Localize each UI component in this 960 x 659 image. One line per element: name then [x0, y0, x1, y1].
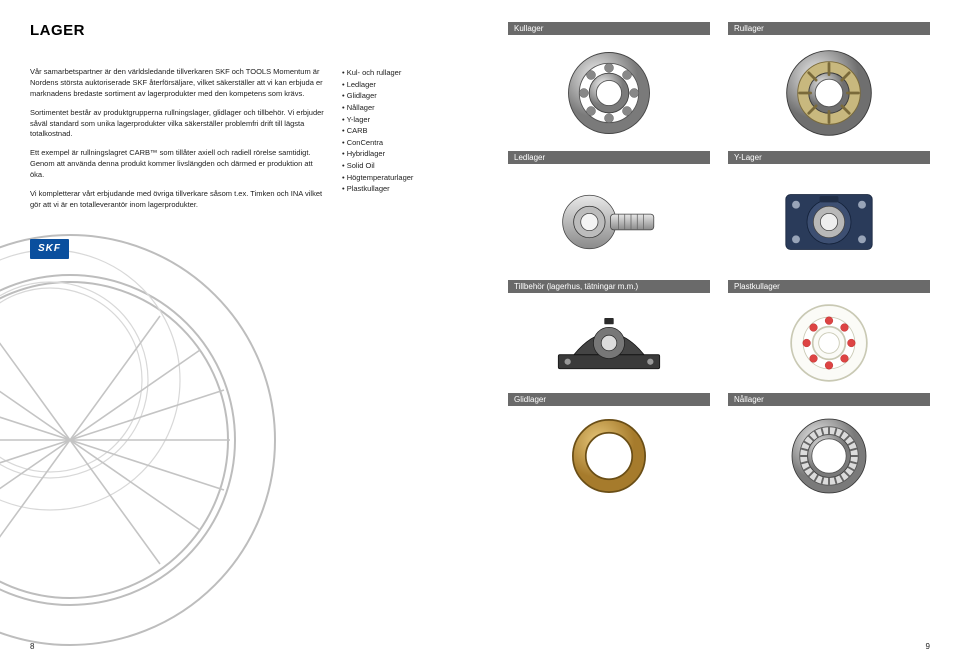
- product-image-plastkullager: [728, 297, 930, 389]
- product-label-ledlager: Ledlager: [508, 151, 710, 164]
- product-label-plastkullager: Plastkullager: [728, 280, 930, 293]
- bullet-item: Ledlager: [342, 79, 452, 91]
- paragraph-1: Vår samarbetspartner är den världsledand…: [30, 67, 324, 100]
- bullet-item: Högtemperaturlager: [342, 172, 452, 184]
- product-label-ylager: Y-Lager: [728, 151, 930, 164]
- product-image-tillbehor: [508, 297, 710, 389]
- paragraph-2: Sortimentet består av produktgrupperna r…: [30, 108, 324, 141]
- page-title: LAGER: [30, 22, 452, 39]
- product-image-ylager: [728, 168, 930, 276]
- bullet-list: Kul- och rullager Ledlager Glidlager Nål…: [342, 67, 452, 259]
- paragraph-3: Ett exempel är rullningslagret CARB™ som…: [30, 148, 324, 181]
- skf-logo: SKF: [30, 239, 69, 260]
- bullet-item: ConCentra: [342, 137, 452, 149]
- bullet-item: Hybridlager: [342, 148, 452, 160]
- product-label-kullager: Kullager: [508, 22, 710, 35]
- bullet-item: Solid Oil: [342, 160, 452, 172]
- bullet-item: CARB: [342, 125, 452, 137]
- bullet-item: Y-lager: [342, 114, 452, 126]
- product-image-nallager: [728, 410, 930, 502]
- product-label-tillbehor: Tillbehör (lagerhus, tätningar m.m.): [508, 280, 710, 293]
- product-image-rullager: [728, 39, 930, 147]
- product-image-glidlager: [508, 410, 710, 502]
- page-number-right: 9: [926, 642, 930, 651]
- bullet-item: Glidlager: [342, 90, 452, 102]
- bullet-item: Plastkullager: [342, 183, 452, 195]
- product-label-glidlager: Glidlager: [508, 393, 710, 406]
- body-copy: Vår samarbetspartner är den världsledand…: [30, 67, 324, 259]
- right-page: Kullager Rullager: [480, 0, 960, 659]
- bullet-item: Kul- och rullager: [342, 67, 452, 79]
- product-image-kullager: [508, 39, 710, 147]
- left-page: LAGER Vår samarbetspartner är den världs…: [0, 0, 480, 659]
- product-image-ledlager: [508, 168, 710, 276]
- bullet-item: Nållager: [342, 102, 452, 114]
- page-number-left: 8: [30, 642, 34, 651]
- product-label-nallager: Nållager: [728, 393, 930, 406]
- product-label-rullager: Rullager: [728, 22, 930, 35]
- paragraph-4: Vi kompletterar vårt erbjudande med övri…: [30, 189, 324, 211]
